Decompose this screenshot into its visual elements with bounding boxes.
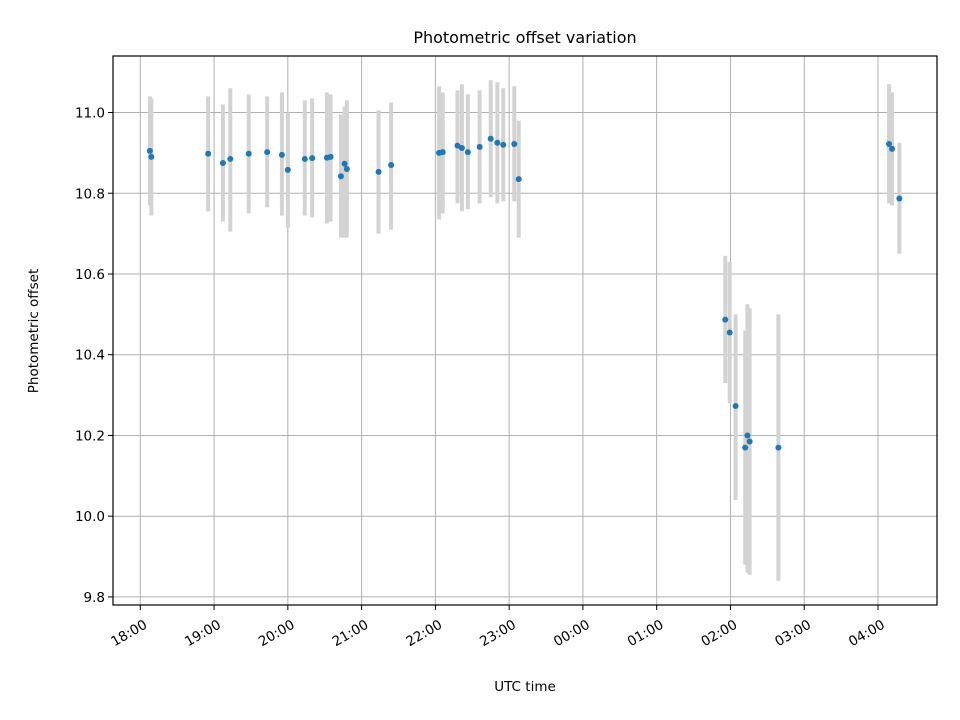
y-axis-ticks: 9.8 10.0 10.2 10.4 10.6 10.8 11.0 (75, 106, 113, 606)
axes-frame (112, 55, 938, 606)
data-point (732, 402, 739, 409)
data-point (301, 155, 308, 162)
data-point (458, 145, 465, 152)
data-point (264, 149, 271, 156)
data-point (500, 141, 507, 148)
y-axis-label: Photometric offset (26, 269, 42, 393)
data-point (511, 141, 518, 148)
data-point (775, 444, 782, 451)
y-tick-label: 11.0 (75, 106, 105, 122)
data-point (476, 143, 483, 150)
data-point (343, 166, 350, 173)
data-point (744, 432, 751, 439)
x-axis-label: UTC time (494, 679, 556, 695)
y-tick-label: 10.0 (75, 509, 105, 525)
data-points (146, 135, 903, 451)
y-tick-label: 10.4 (75, 348, 105, 364)
data-point (454, 142, 461, 149)
data-point (722, 316, 729, 323)
data-point (148, 153, 155, 160)
data-point (327, 153, 334, 160)
data-point (278, 151, 285, 158)
data-point (742, 444, 749, 451)
data-point (388, 161, 395, 168)
data-point (464, 149, 471, 156)
data-point (889, 145, 896, 152)
data-point (515, 176, 522, 183)
data-point (494, 139, 501, 146)
data-point (284, 166, 291, 173)
data-point (219, 159, 226, 166)
y-tick-label: 9.8 (84, 590, 105, 606)
data-point (487, 135, 494, 142)
y-tick-label: 10.8 (75, 186, 105, 202)
data-point (337, 173, 344, 180)
data-point (245, 150, 252, 157)
data-point (746, 438, 753, 445)
data-point (726, 329, 733, 336)
data-point (341, 160, 348, 167)
data-point (205, 150, 212, 157)
data-point (309, 155, 316, 162)
chart-title: Photometric offset variation (413, 28, 636, 47)
data-point (886, 141, 893, 148)
data-point (896, 195, 903, 202)
y-tick-label: 10.6 (75, 267, 105, 283)
y-tick-label: 10.2 (75, 428, 105, 444)
data-point (375, 168, 382, 175)
data-point (146, 147, 153, 154)
data-point (227, 155, 234, 162)
data-point (439, 149, 446, 156)
